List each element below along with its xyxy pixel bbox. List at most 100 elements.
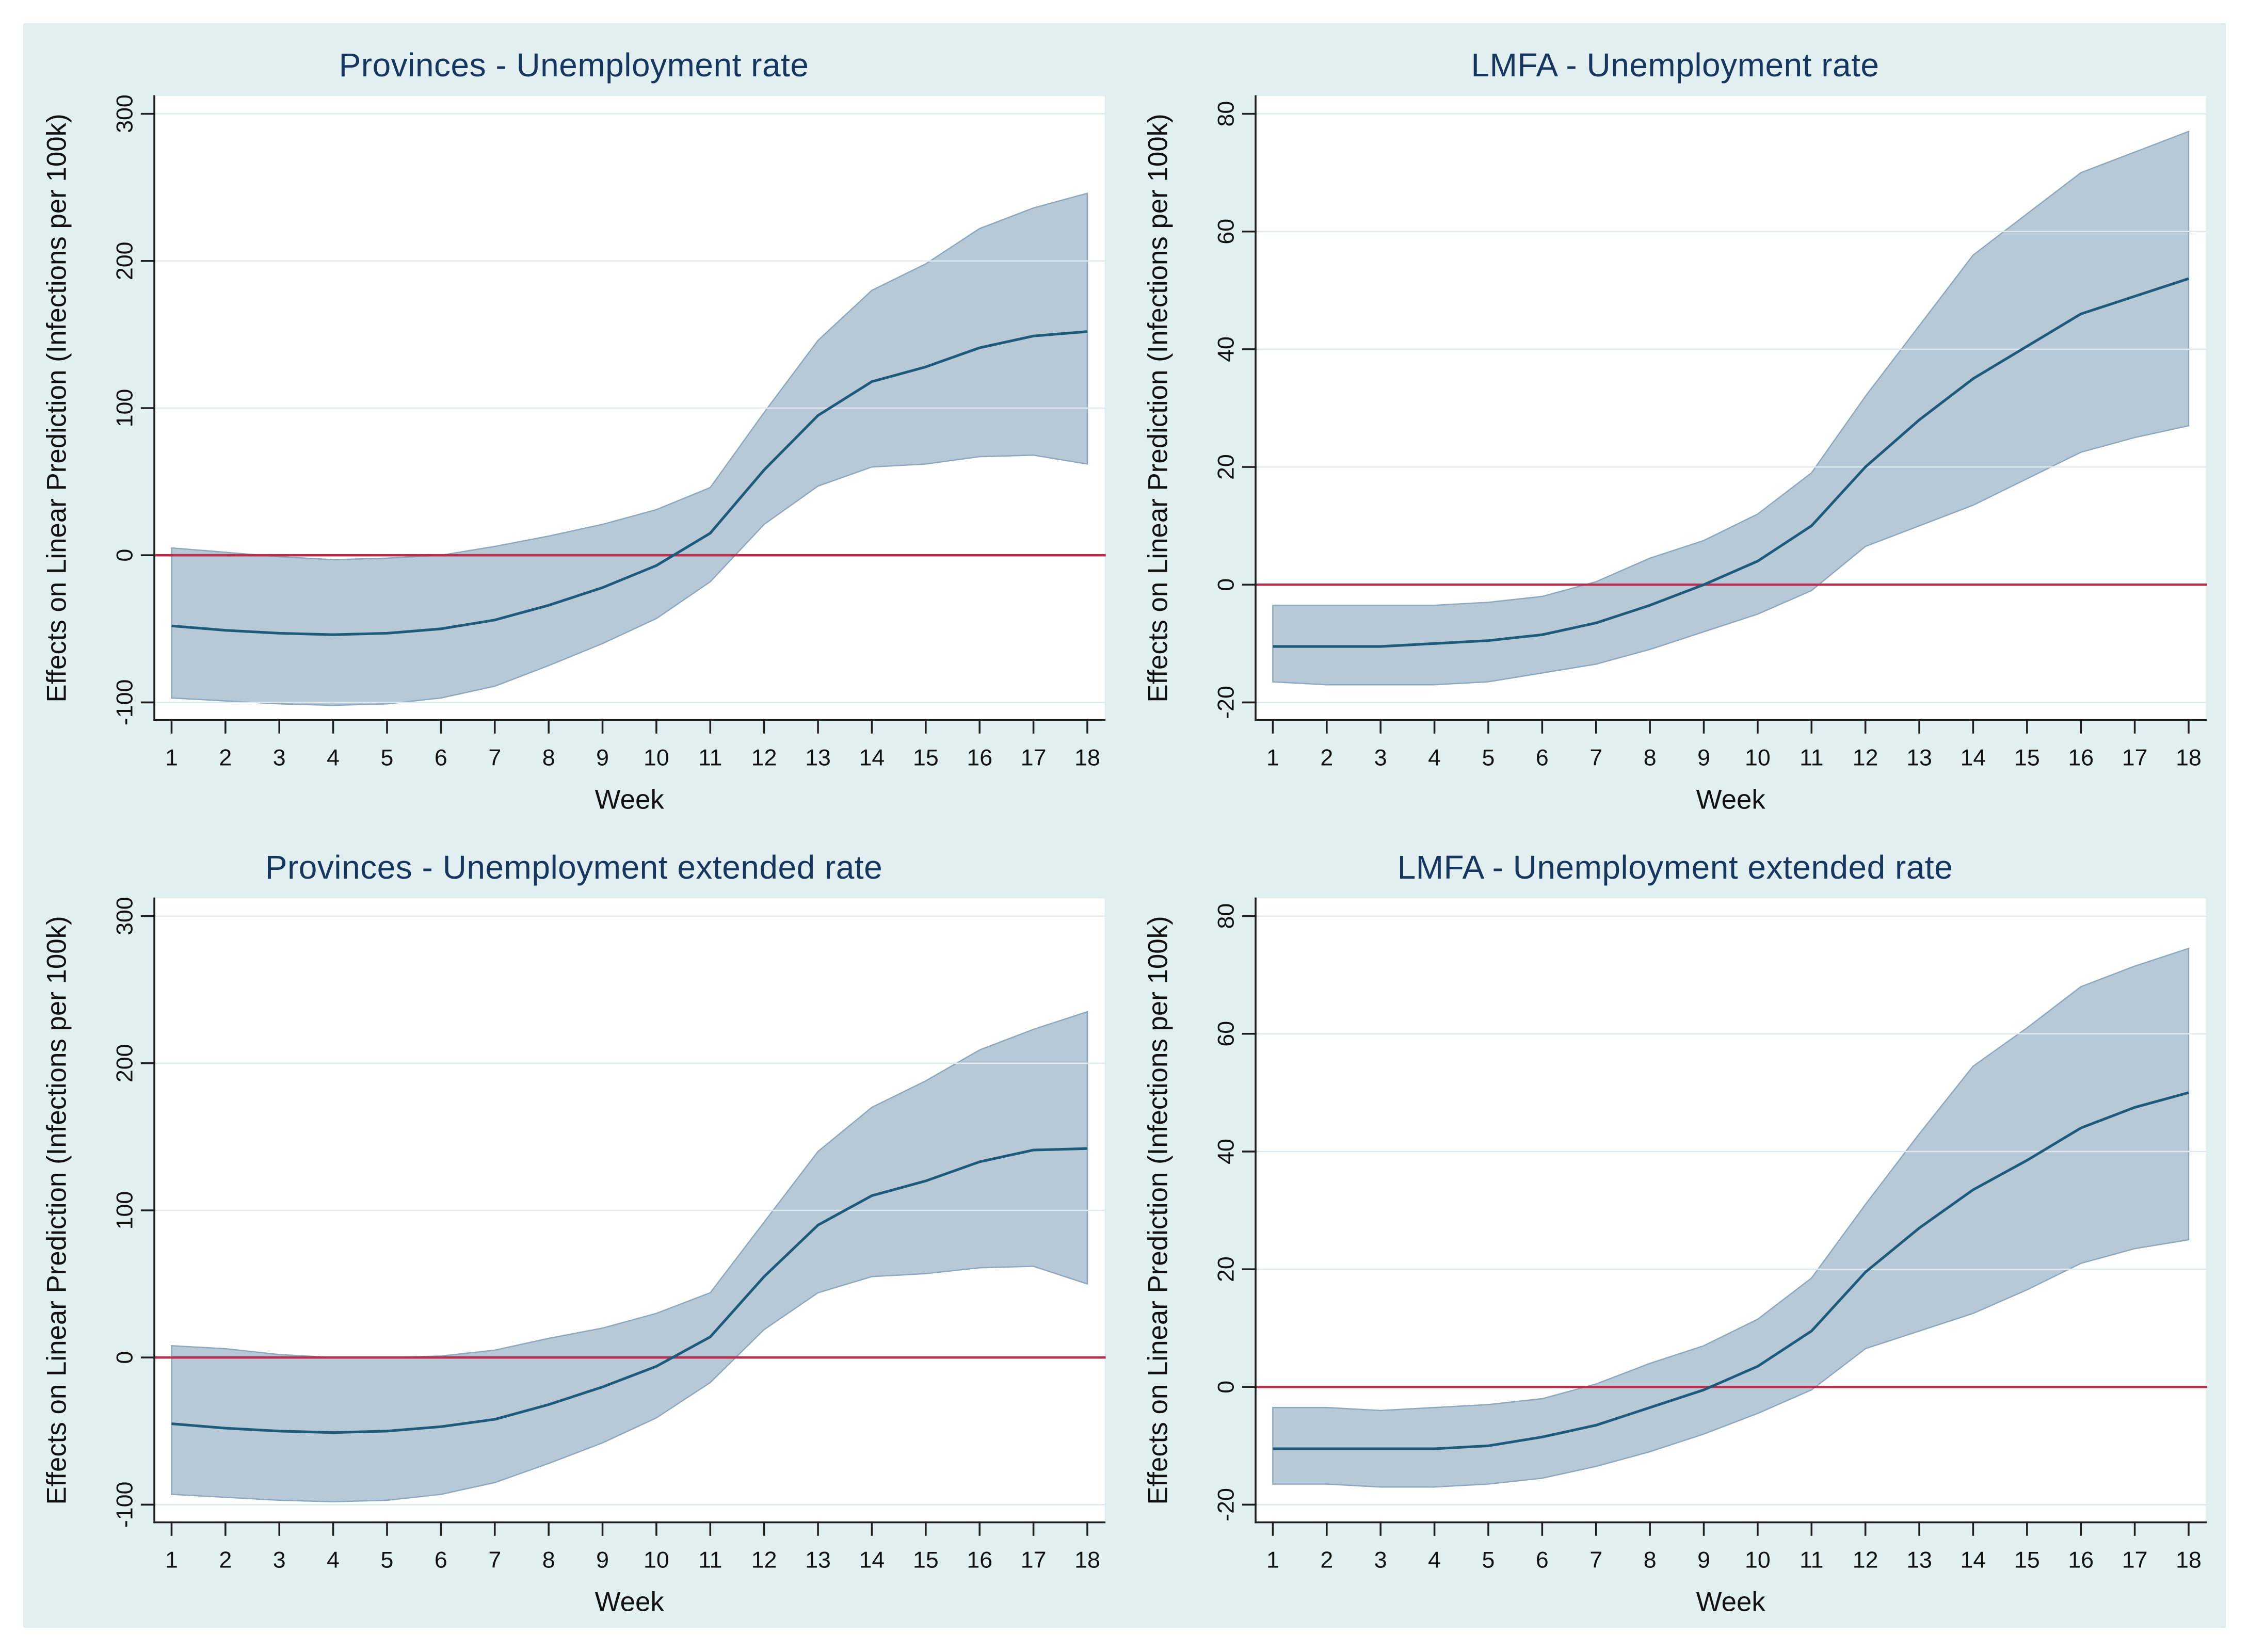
svg-text:13: 13 [805,1547,831,1573]
svg-text:15: 15 [913,1547,939,1573]
svg-text:3: 3 [1374,1547,1387,1573]
figure-background: Provinces - Unemployment rate -100 0 100 20… [23,23,2226,1628]
svg-text:Effects on Linear Prediction (: Effects on Linear Prediction (Infections… [42,114,72,702]
svg-text:3: 3 [273,745,286,770]
svg-text:18: 18 [2176,1547,2202,1573]
svg-text:6: 6 [435,745,447,770]
panel-lmfa-unemployment-rate: LMFA - Unemployment rate -20 0 20 40 60 80 1 2 3… [1124,23,2226,825]
svg-text:14: 14 [859,745,885,770]
svg-text:10: 10 [644,1547,669,1573]
svg-text:9: 9 [596,745,609,770]
panel-title: Provinces - Unemployment rate [339,46,809,84]
svg-text:2: 2 [219,745,232,770]
svg-text:Week: Week [1696,785,1766,815]
svg-text:2: 2 [1320,745,1333,770]
svg-text:15: 15 [2014,745,2040,770]
svg-text:Effects on Linear Prediction (: Effects on Linear Prediction (Infections… [42,916,72,1504]
svg-text:4: 4 [327,745,340,770]
svg-text:12: 12 [751,1547,777,1573]
svg-text:6: 6 [435,1547,447,1573]
svg-text:7: 7 [1589,745,1602,770]
svg-text:4: 4 [1428,745,1441,770]
svg-text:80: 80 [1214,903,1239,929]
svg-text:14: 14 [1961,1547,1986,1573]
svg-text:100: 100 [113,1191,138,1230]
svg-text:16: 16 [2068,1547,2094,1573]
svg-text:17: 17 [1021,1547,1047,1573]
svg-text:16: 16 [967,745,992,770]
svg-text:16: 16 [967,1547,992,1573]
svg-text:0: 0 [1214,1381,1239,1394]
panel-provinces-unemployment-extended-rate: Provinces - Unemployment extended rate -… [23,825,1124,1628]
svg-text:-100: -100 [113,679,138,725]
svg-text:0: 0 [113,1351,138,1364]
svg-text:Effects on Linear Prediction (: Effects on Linear Prediction (Infections… [1143,916,1174,1504]
svg-text:5: 5 [381,1547,394,1573]
svg-text:0: 0 [1214,578,1239,591]
svg-text:-20: -20 [1214,686,1239,719]
svg-text:4: 4 [327,1547,340,1573]
svg-text:200: 200 [113,242,138,281]
svg-text:17: 17 [2122,745,2148,770]
svg-text:12: 12 [751,745,777,770]
svg-text:7: 7 [488,745,501,770]
svg-text:9: 9 [1697,1547,1710,1573]
panel-title: LMFA - Unemployment rate [1471,46,1879,84]
svg-text:3: 3 [273,1547,286,1573]
svg-text:Effects on Linear Prediction (: Effects on Linear Prediction (Infections… [1143,114,1174,702]
svg-text:60: 60 [1214,1021,1239,1047]
svg-text:10: 10 [1745,1547,1771,1573]
svg-text:-100: -100 [113,1482,138,1528]
svg-text:13: 13 [1906,1547,1932,1573]
svg-text:8: 8 [1644,745,1657,770]
svg-text:200: 200 [113,1044,138,1083]
svg-text:16: 16 [2068,745,2094,770]
svg-text:10: 10 [644,745,669,770]
panel-title: LMFA - Unemployment extended rate [1397,849,1953,886]
svg-text:5: 5 [381,745,394,770]
svg-text:1: 1 [165,745,178,770]
svg-text:8: 8 [1644,1547,1657,1573]
svg-text:1: 1 [1266,745,1279,770]
svg-text:100: 100 [113,389,138,428]
svg-text:8: 8 [542,745,555,770]
svg-text:6: 6 [1536,1547,1549,1573]
svg-text:15: 15 [2014,1547,2040,1573]
svg-text:18: 18 [1074,745,1100,770]
svg-text:2: 2 [1320,1547,1333,1573]
svg-text:1: 1 [165,1547,178,1573]
svg-text:14: 14 [1961,745,1986,770]
svg-text:11: 11 [698,745,722,770]
svg-text:60: 60 [1214,219,1239,245]
svg-text:8: 8 [542,1547,555,1573]
svg-text:14: 14 [859,1547,885,1573]
svg-text:7: 7 [1589,1547,1602,1573]
svg-text:12: 12 [1853,1547,1878,1573]
svg-text:5: 5 [1482,1547,1495,1573]
panel-lmfa-unemployment-extended-rate: LMFA - Unemployment extended rate -20 0 20… [1124,825,2226,1628]
svg-text:13: 13 [805,745,831,770]
svg-text:-20: -20 [1214,1488,1239,1521]
svg-text:12: 12 [1853,745,1878,770]
svg-text:1: 1 [1266,1547,1279,1573]
svg-text:300: 300 [113,897,138,935]
svg-text:6: 6 [1536,745,1549,770]
svg-text:80: 80 [1214,101,1239,127]
svg-text:3: 3 [1374,745,1387,770]
svg-text:Week: Week [1696,1587,1766,1617]
svg-text:0: 0 [113,549,138,562]
svg-text:11: 11 [1800,1547,1823,1573]
svg-text:9: 9 [1697,745,1710,770]
svg-text:5: 5 [1482,745,1495,770]
svg-text:18: 18 [1074,1547,1100,1573]
svg-text:Week: Week [595,785,665,815]
svg-text:2: 2 [219,1547,232,1573]
svg-text:40: 40 [1214,336,1239,362]
svg-text:17: 17 [1021,745,1047,770]
svg-text:11: 11 [1800,745,1823,770]
svg-text:18: 18 [2176,745,2202,770]
svg-text:40: 40 [1214,1139,1239,1164]
